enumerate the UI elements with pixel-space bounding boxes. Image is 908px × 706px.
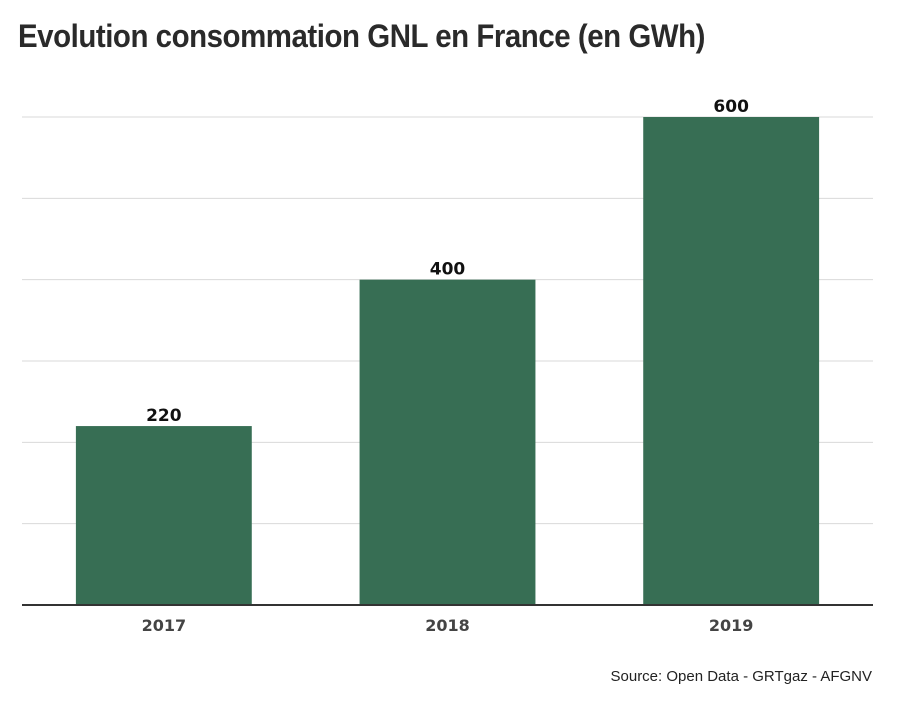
bar-2018 (359, 279, 536, 605)
data-label-2017: 220 (146, 406, 182, 426)
x-axis-tick-labels: 2017 2018 2019 (142, 616, 754, 635)
bar-2019 (643, 117, 820, 605)
x-tick-label-2017: 2017 (142, 616, 187, 635)
bar-2017 (75, 426, 252, 605)
data-label-2019: 600 (713, 97, 749, 117)
chart-title: Evolution consommation GNL en France (en… (18, 18, 705, 54)
bars (75, 117, 820, 605)
x-tick-label-2019: 2019 (709, 616, 754, 635)
source-note: Source: Open Data - GRTgaz - AFGNV (610, 668, 873, 685)
x-tick-label-2018: 2018 (425, 616, 470, 635)
data-label-2018: 400 (430, 260, 466, 280)
data-labels: 220 400 600 (146, 97, 749, 426)
